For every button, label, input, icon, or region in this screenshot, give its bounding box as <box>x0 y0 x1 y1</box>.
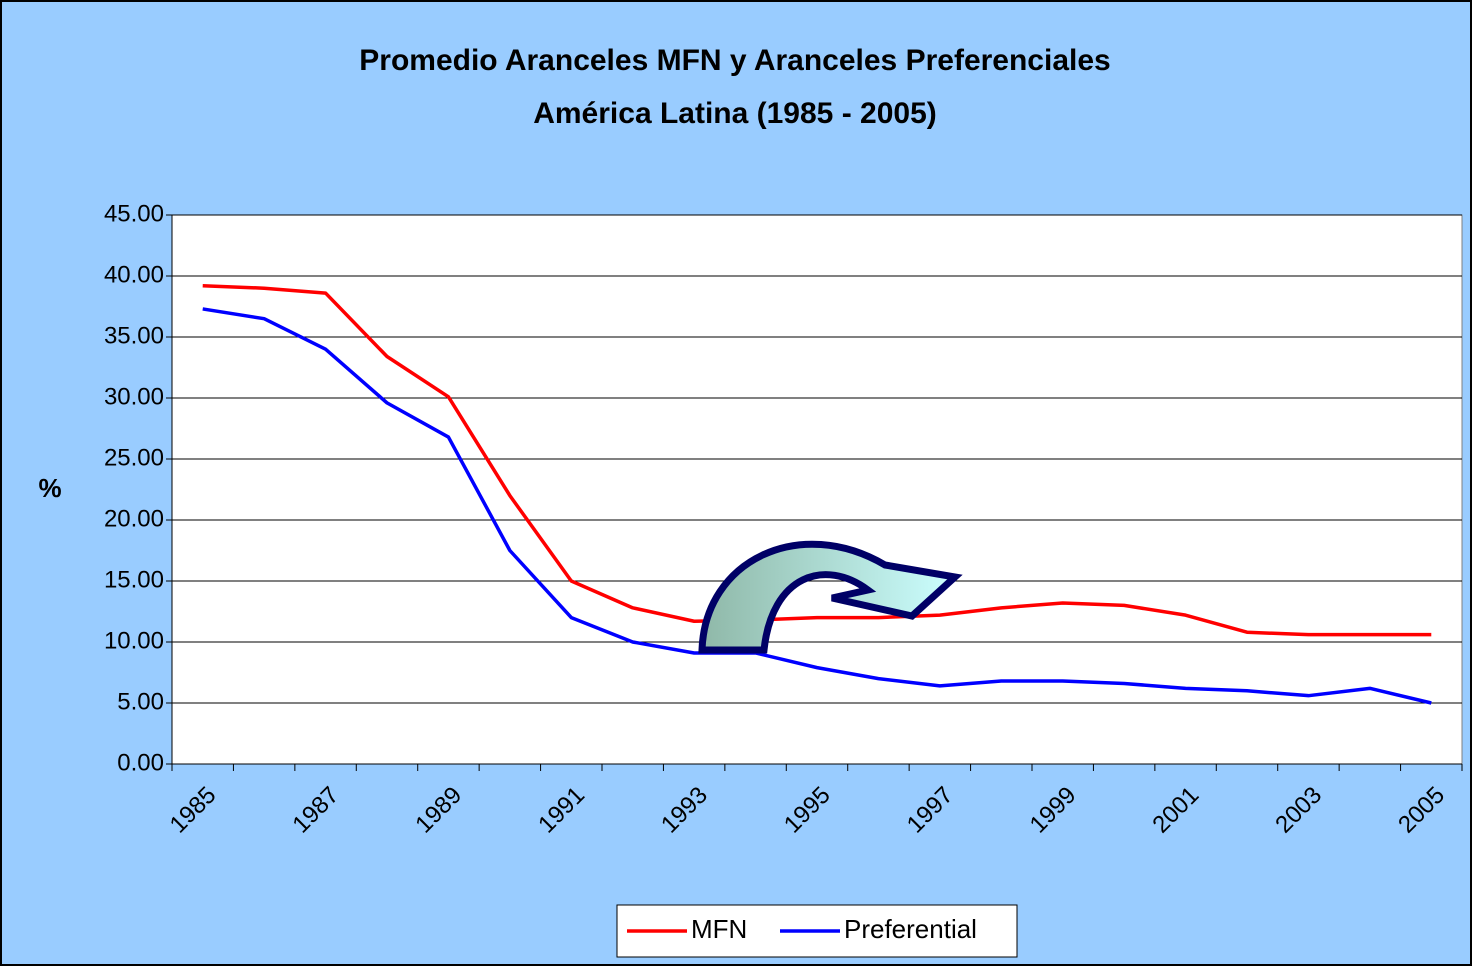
y-axis-label: % <box>38 473 61 503</box>
y-tick-label: 0.00 <box>117 749 164 776</box>
y-tick-label: 45.00 <box>104 200 164 227</box>
y-tick-label: 25.00 <box>104 444 164 471</box>
y-tick-label: 5.00 <box>117 688 164 715</box>
legend: MFN Preferential <box>617 905 1017 957</box>
legend-label: Preferential <box>844 914 977 944</box>
chart-subtitle: América Latina (1985 - 2005) <box>533 97 937 130</box>
chart: Promedio Aranceles MFN y Aranceles Prefe… <box>0 0 1472 966</box>
y-tick-label: 30.00 <box>104 383 164 410</box>
legend-label: MFN <box>691 914 747 944</box>
y-tick-label: 40.00 <box>104 261 164 288</box>
y-tick-label: 15.00 <box>104 566 164 593</box>
y-tick-label: 10.00 <box>104 627 164 654</box>
y-tick-label: 35.00 <box>104 322 164 349</box>
chart-title: Promedio Aranceles MFN y Aranceles Prefe… <box>359 44 1110 77</box>
page: Promedio Aranceles MFN y Aranceles Prefe… <box>0 0 1472 971</box>
plot-area <box>172 215 1462 764</box>
y-tick-label: 20.00 <box>104 505 164 532</box>
